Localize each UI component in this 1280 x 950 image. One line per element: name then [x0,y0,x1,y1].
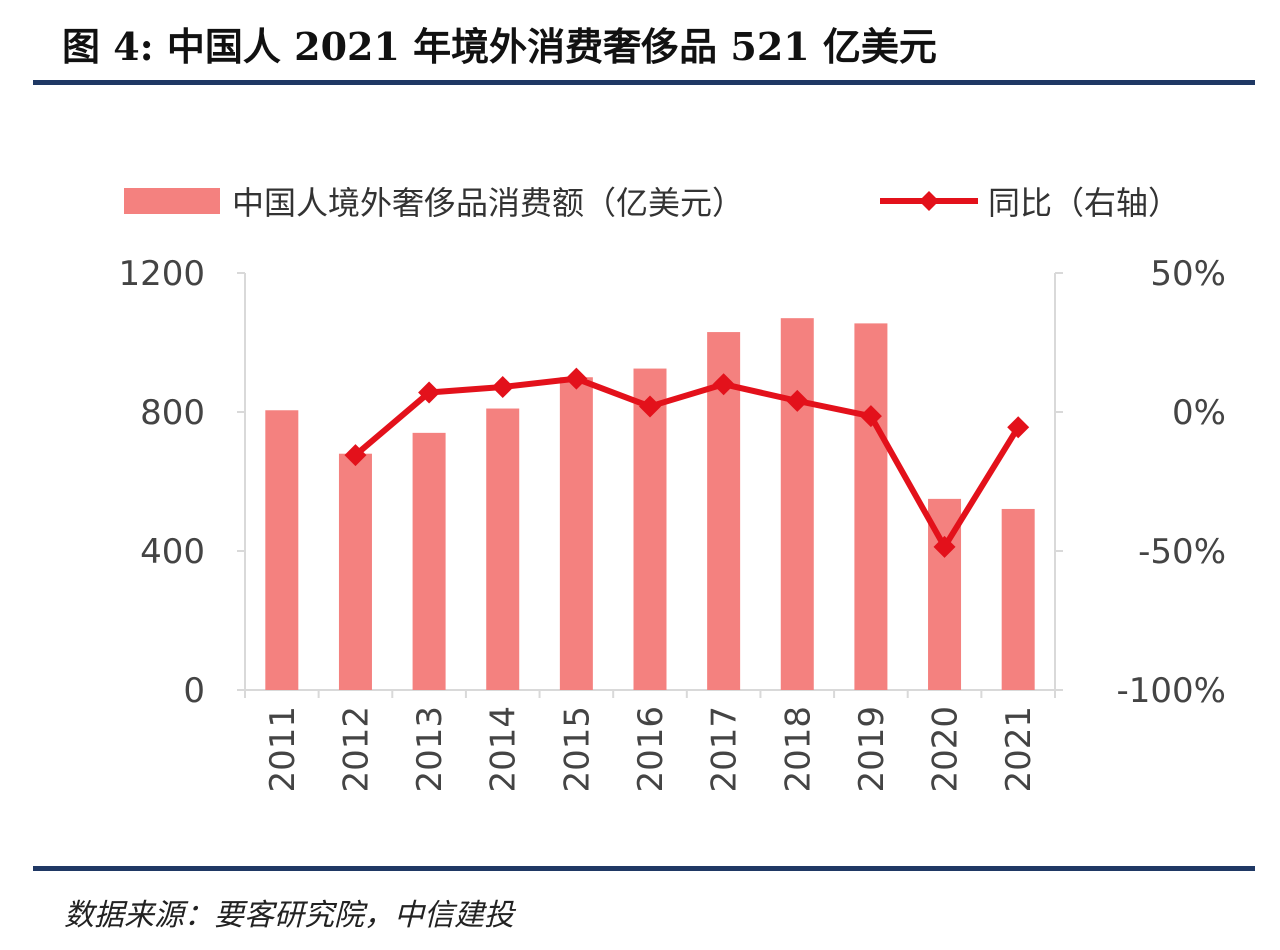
right-axis-tick-label: 0% [1172,393,1226,433]
bar-2019 [854,323,888,690]
chart-legend: 中国人境外奢侈品消费额（亿美元） 同比（右轴） [124,184,1180,222]
bar-series [265,318,1035,690]
x-tick-label-2015: 2015 [557,706,597,793]
legend-line-label: 同比（右轴） [988,184,1180,222]
x-tick-label-2020: 2020 [926,706,966,793]
x-tick-label-2013: 2013 [410,706,450,793]
yoy-line [353,375,1021,550]
legend-bar-label: 中国人境外奢侈品消费额（亿美元） [232,184,744,222]
left-axis-tick-label: 800 [140,393,205,433]
right-axis-tick-label: -50% [1138,532,1226,572]
chart-title: 图 4: 中国人 2021 年境外消费奢侈品 521 亿美元 [62,24,937,69]
source-note: 数据来源：要客研究院，中信建投 [64,898,514,933]
bar-2021 [1001,508,1035,690]
bar-2016 [633,368,667,690]
yoy-point-2014 [491,375,514,398]
yoy-point-2020 [933,535,956,558]
bar-2018 [780,318,814,690]
legend-line-marker [919,191,939,211]
x-axis-tick-labels: 2011 2012 2013 2014 2015 2016 2017 2018 2019 2020… [263,706,1039,793]
x-tick-label-2011: 2011 [263,706,303,793]
x-tick-label-2018: 2018 [778,706,818,793]
right-axis-tick-label: 50% [1150,254,1226,294]
bar-2015 [559,377,593,690]
yoy-line-series [344,367,1030,558]
bar-2011 [265,410,299,690]
chart-canvas: 中国人境外奢侈品消费额（亿美元） 同比（右轴） 0 400 800 1200 -100%… [118,184,1226,793]
yoy-point-2021 [1007,416,1030,439]
left-axis-tick-label: 1200 [118,254,205,294]
legend-bar-swatch [124,188,220,214]
chart-axes: 0 400 800 1200 -100% -50% 0% 50% [118,254,1226,711]
x-tick-label-2019: 2019 [852,706,892,793]
bar-2012 [338,453,372,690]
x-tick-label-2021: 2021 [999,706,1039,793]
yoy-point-2018 [786,389,809,412]
x-tick-label-2014: 2014 [484,706,524,793]
footer-divider [33,866,1255,871]
yoy-point-2012 [344,444,367,467]
right-axis-tick-label: -100% [1117,671,1226,711]
left-axis-tick-label: 0 [183,671,205,711]
yoy-point-2019 [859,405,882,428]
yoy-point-2017 [712,373,735,396]
bar-2014 [486,408,520,690]
x-tick-label-2012: 2012 [336,706,376,793]
x-tick-label-2017: 2017 [705,706,745,793]
left-axis-tick-label: 400 [140,532,205,572]
yoy-point-2016 [639,395,661,418]
bar-2013 [412,432,446,690]
yoy-point-2015 [565,367,588,390]
title-divider [33,80,1255,85]
x-tick-label-2016: 2016 [631,706,671,793]
yoy-point-2013 [418,381,441,404]
